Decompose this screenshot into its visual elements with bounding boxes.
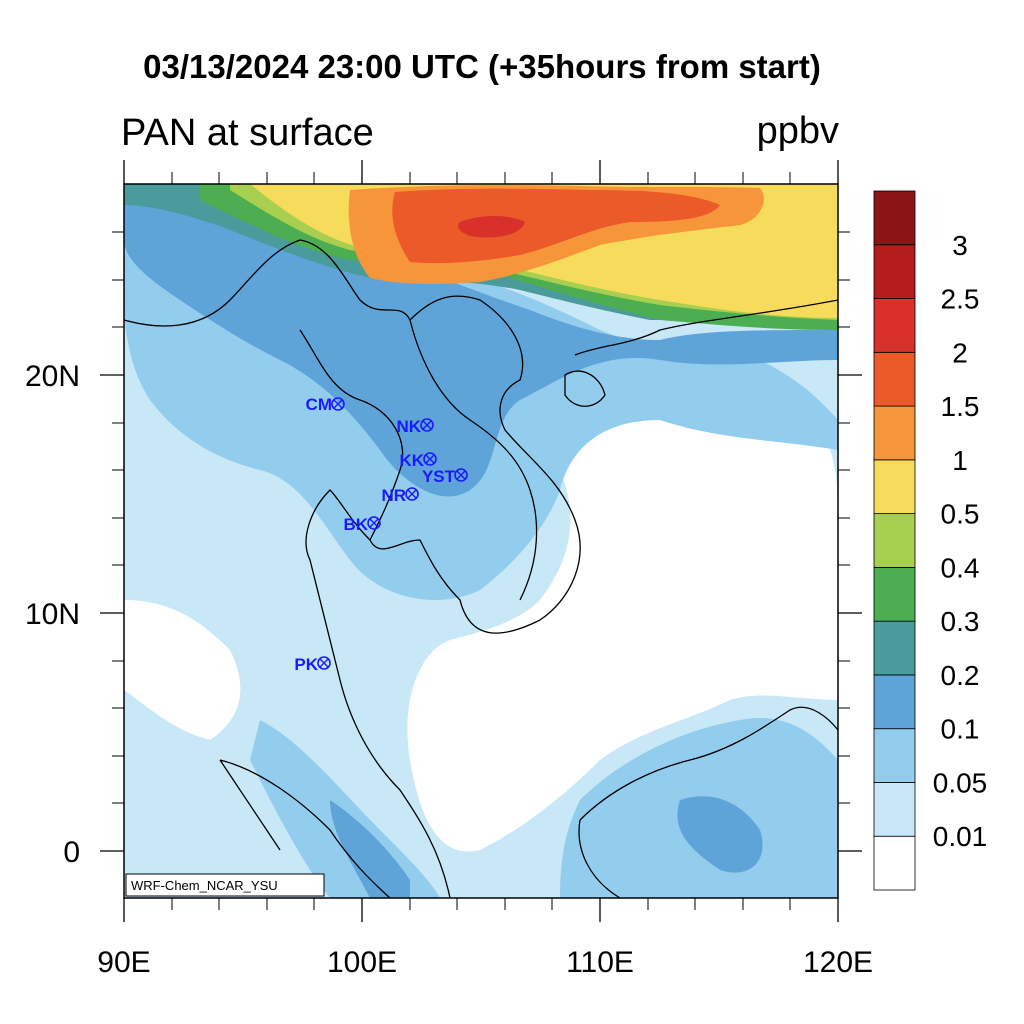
station-marker-icon — [405, 487, 419, 501]
colorbar-label: 2.5 — [941, 284, 980, 315]
coastline-borneo — [578, 706, 838, 898]
major-ticks — [100, 160, 862, 922]
coastline-china — [574, 299, 838, 356]
band-sea-west — [124, 600, 241, 740]
station-label-pk: PK — [294, 655, 318, 674]
colorbar-swatch — [873, 298, 916, 353]
border-interior-a — [299, 329, 404, 541]
coastlines — [124, 239, 838, 898]
colorbar-swatch — [873, 728, 916, 783]
band-01 — [124, 200, 838, 497]
station-label-kk: KK — [399, 451, 424, 470]
station-marker-cross-icon — [456, 470, 466, 480]
x-tick-90e: 90E — [97, 946, 150, 979]
coastline-sumatra — [219, 759, 391, 898]
field-label: PAN at surface — [121, 112, 374, 154]
station-marker-icon — [367, 516, 381, 530]
station-pk: PK — [294, 655, 331, 674]
colorbar-label: 0.5 — [941, 499, 980, 530]
minor-ticks — [112, 172, 850, 910]
map-panel — [124, 184, 838, 898]
station-label-yst: YST — [422, 467, 456, 486]
colorbar-swatch — [873, 405, 916, 461]
station-marker-cross-icon — [333, 399, 343, 409]
x-tick-120e: 120E — [803, 946, 873, 979]
credit-box — [125, 873, 325, 897]
band-01-borneo — [677, 796, 763, 873]
units-label: ppbv — [756, 110, 839, 152]
station-marker-icon — [331, 397, 345, 411]
colorbar-swatch — [873, 513, 916, 568]
station-marker-cross-icon — [425, 454, 435, 464]
colorbar-swatch — [873, 835, 916, 891]
colorbar-label: 1.5 — [941, 391, 980, 422]
colorbar-swatch — [873, 782, 916, 837]
band-2 — [458, 216, 525, 238]
station-nr: NR — [381, 486, 419, 505]
band-005-sumatra — [250, 720, 440, 898]
colorbar-label: 1 — [952, 445, 968, 476]
band-01-sumatra — [330, 800, 410, 898]
credit-label: WRF-Chem_NCAR_YSU — [131, 878, 278, 893]
station-marker-cross-icon — [319, 658, 329, 668]
station-kk: KK — [399, 451, 437, 470]
map-frame — [123, 183, 839, 899]
colorbar-label: 2 — [952, 337, 968, 368]
station-marker-icon — [454, 468, 468, 482]
stations: CM NK KK YST NR BK P — [294, 395, 468, 674]
colorbar-swatch — [873, 566, 916, 622]
station-marker-cross-icon — [422, 420, 432, 430]
station-nk: NK — [396, 417, 434, 436]
station-label-nk: NK — [396, 417, 421, 436]
colorbar-swatch — [873, 620, 916, 676]
station-marker-cross-icon — [369, 518, 379, 528]
coastline-hainan — [564, 370, 606, 407]
colorbar-label: 0.05 — [933, 767, 988, 798]
station-cm: CM — [306, 395, 345, 414]
colorbar-label: 0.3 — [941, 606, 980, 637]
border-interior-b — [409, 319, 538, 601]
station-bk: BK — [343, 515, 381, 534]
colorbar-swatch — [873, 459, 916, 515]
station-yst: YST — [422, 467, 468, 486]
station-marker-icon — [420, 418, 434, 432]
colorbar-label: 0.4 — [941, 552, 980, 583]
station-marker-icon — [317, 656, 331, 670]
station-marker-cross-icon — [407, 489, 417, 499]
y-tick-20n: 20N — [25, 360, 80, 393]
page-title: 03/13/2024 23:00 UTC (+35hours from star… — [143, 48, 821, 85]
colorbar-label: 0.01 — [933, 821, 988, 852]
colorbar-label: 3 — [952, 230, 968, 261]
colorbar-swatch — [873, 351, 916, 407]
x-tick-110e: 110E — [566, 946, 634, 979]
station-label-bk: BK — [343, 515, 368, 534]
colorbar-label: 0.2 — [941, 660, 980, 691]
station-marker-icon — [423, 452, 437, 466]
colorbar-swatch — [873, 244, 916, 299]
colorbar-swatch — [873, 674, 916, 730]
band-sea-clean — [407, 379, 838, 852]
band-15 — [392, 188, 720, 264]
colorbar-swatch — [873, 190, 916, 246]
colorbar: 0.01 0.05 0.1 0.2 0.3 0.4 0.5 1 1.5 2 2.5 3 — [873, 190, 988, 891]
y-tick-0: 0 — [63, 836, 80, 869]
x-tick-100e: 100E — [327, 946, 397, 979]
y-tick-10n: 10N — [25, 598, 80, 631]
station-label-nr: NR — [381, 486, 406, 505]
coastline-mainland — [124, 239, 581, 898]
colorbar-label: 0.1 — [941, 714, 980, 745]
station-label-cm: CM — [306, 395, 332, 414]
